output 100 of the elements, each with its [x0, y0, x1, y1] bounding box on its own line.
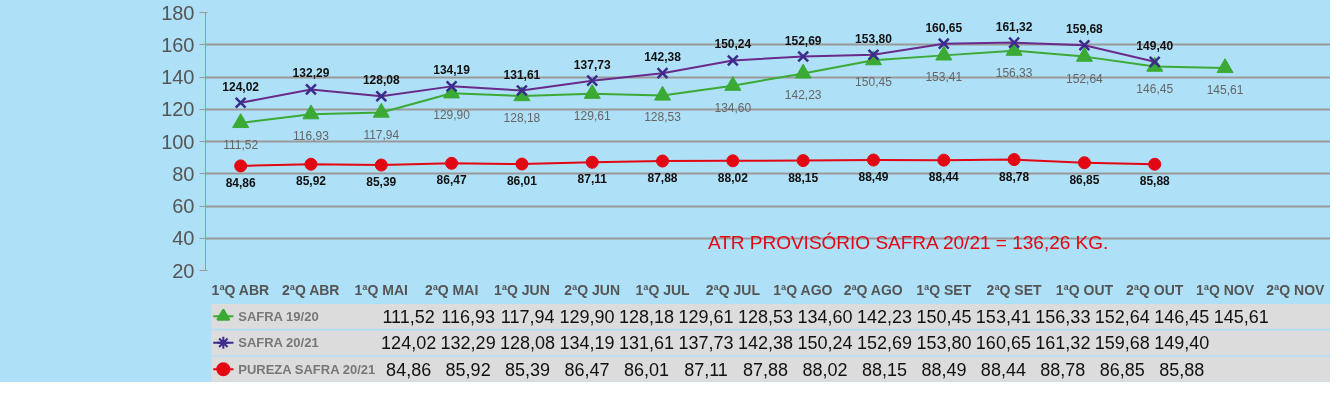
x-tick-label: 1ªQ OUT — [1055, 281, 1114, 298]
data-label: 161,32 — [995, 19, 1033, 34]
text: 161,32 — [1035, 333, 1091, 354]
legend-label: SAFRA 19/20 — [238, 308, 319, 324]
text: 87,11 — [684, 359, 728, 380]
x-tick-label: 1ªQ JUL — [635, 281, 691, 298]
data-label: 87,11 — [577, 172, 608, 187]
data-label: 156,33 — [995, 65, 1033, 80]
text: 117,94 — [500, 306, 555, 327]
text: 150,45 — [916, 306, 972, 327]
text: 128,08 — [500, 333, 556, 354]
data-label: 137,73 — [573, 57, 611, 72]
text: 85,92 — [445, 359, 491, 380]
text: 149,40 — [1154, 333, 1210, 354]
text: 134,19 — [559, 333, 615, 354]
data-label: 128,18 — [503, 111, 541, 126]
y-tick-label: 140 — [161, 66, 195, 88]
data-label: 131,61 — [503, 67, 541, 82]
text: 87,88 — [742, 359, 789, 380]
data-label: 86,01 — [506, 174, 538, 189]
y-tick-label: 120 — [161, 98, 195, 121]
legend-label: SAFRA 20/21 — [238, 335, 319, 351]
x-tick-label: 2ªQ OUT — [1126, 281, 1184, 298]
data-label: 111,52 — [223, 137, 259, 152]
data-label: 124,02 — [222, 79, 260, 94]
text: 153,41 — [975, 306, 1031, 327]
y-tick-label: 180 — [161, 1, 195, 24]
text: 160,65 — [975, 333, 1031, 354]
text: 131,61 — [619, 333, 675, 354]
annotation: ATR PROVISÓRIO SAFRA 20/21 = 136,26 KG. — [707, 231, 1109, 253]
data-label: 88,49 — [858, 170, 889, 185]
x-tick-label: 1ªQ MAI — [354, 281, 408, 298]
data-label: 149,40 — [1136, 38, 1174, 53]
data-label: 85,39 — [366, 175, 397, 190]
text: 111,52 — [382, 306, 435, 327]
text: 134,60 — [797, 306, 853, 327]
data-label: 128,08 — [362, 73, 400, 88]
data-label: 132,29 — [292, 66, 330, 81]
text: 129,90 — [559, 306, 615, 327]
y-tick-label: 20 — [172, 259, 195, 282]
data-label: 145,61 — [1206, 82, 1244, 97]
text: 128,18 — [619, 306, 675, 327]
data-label: 128,53 — [644, 110, 682, 125]
y-tick-label: 80 — [172, 162, 195, 185]
data-label: 146,45 — [1136, 81, 1174, 96]
text: 156,33 — [1035, 306, 1091, 327]
x-tick-label: 2ªQ AGO — [843, 281, 903, 298]
data-label: 142,38 — [644, 50, 682, 65]
text: 150,24 — [797, 333, 853, 354]
data-label: 87,88 — [647, 171, 678, 186]
data-label: 88,15 — [788, 170, 819, 185]
data-label: 86,47 — [436, 173, 467, 188]
data-label: 117,94 — [363, 127, 400, 142]
text: 129,61 — [678, 306, 734, 327]
text: 124,02 — [381, 333, 437, 354]
text: 142,23 — [856, 306, 912, 327]
data-label: 88,02 — [717, 170, 749, 185]
data-label: 116,93 — [293, 129, 330, 144]
text: 128,53 — [737, 306, 794, 327]
data-label: 150,45 — [855, 75, 893, 90]
y-tick-label: 100 — [161, 130, 195, 153]
x-tick-label: 2ªQ MAI — [424, 281, 479, 298]
data-label: 153,80 — [855, 31, 893, 46]
text: 88,49 — [921, 359, 967, 380]
data-label: 159,68 — [1066, 22, 1104, 37]
text: 159,68 — [1094, 333, 1150, 354]
text: 85,88 — [1159, 359, 1205, 380]
x-tick-label: 2ªQ JUL — [705, 281, 761, 298]
x-tick-label: 2ªQ JUN — [564, 281, 621, 298]
data-label: 129,61 — [573, 108, 611, 123]
x-tick-label: 1ªQ SET — [916, 281, 972, 298]
text: 142,38 — [737, 333, 794, 354]
data-label: 150,24 — [714, 37, 752, 52]
y-tick-label: 160 — [161, 33, 195, 56]
text: 132,29 — [440, 333, 496, 354]
data-label: 88,78 — [999, 169, 1030, 184]
text: 88,44 — [980, 359, 1026, 380]
y-tick-label: 60 — [172, 195, 195, 217]
data-label: 134,19 — [433, 63, 471, 78]
data-label: 152,69 — [784, 33, 822, 48]
text: 153,80 — [916, 333, 972, 354]
y-tick-label: 40 — [172, 227, 195, 250]
text: 86,01 — [624, 359, 670, 380]
x-tick-label: 2ªQ NOV — [1266, 281, 1326, 298]
text: 152,64 — [1094, 306, 1150, 327]
text: 86,47 — [564, 359, 610, 380]
text: 88,15 — [861, 359, 907, 380]
data-label: 85,88 — [1139, 174, 1171, 189]
text: 88,78 — [1040, 359, 1086, 380]
text: 84,86 — [386, 359, 432, 380]
data-label: 84,86 — [225, 175, 256, 190]
legend-label: PUREZA SAFRA 20/21 — [238, 361, 376, 377]
text: 137,73 — [678, 333, 734, 354]
data-label: 86,85 — [1069, 172, 1100, 187]
x-tick-label: 1ªQ ABR — [211, 281, 270, 298]
text: 146,45 — [1154, 306, 1210, 327]
x-tick-label: 1ªQ AGO — [773, 281, 833, 298]
data-label: 85,92 — [295, 174, 327, 189]
x-tick-label: 1ªQ NOV — [1195, 281, 1255, 298]
x-tick-label: 2ªQ SET — [986, 281, 1043, 298]
